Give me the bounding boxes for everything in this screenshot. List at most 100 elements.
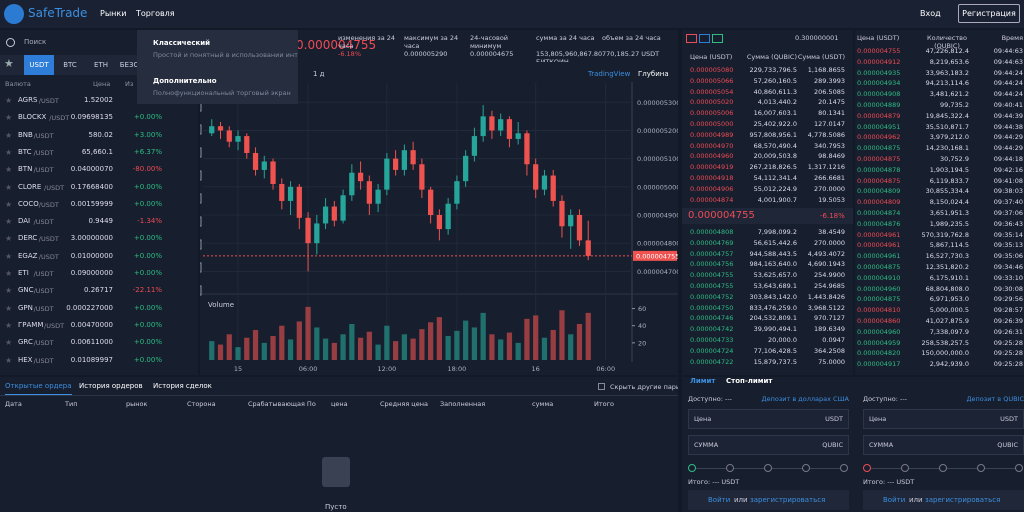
submit-button[interactable] xyxy=(688,490,849,510)
menu-title[interactable]: Классический xyxy=(153,39,211,47)
nav-link[interactable]: Рынки xyxy=(100,9,127,18)
interval[interactable]: 1 д xyxy=(313,70,325,78)
candle-body xyxy=(235,136,241,142)
quote: /USDT xyxy=(33,148,54,157)
volume-bar xyxy=(559,310,565,360)
trade-cell: 3,481,621.2 xyxy=(929,90,969,99)
navbar: SafeTrade Рынки Торговля Вход Регистраци… xyxy=(0,0,1024,28)
candle-body xyxy=(568,215,574,227)
y-tick-label: 0.000005100 xyxy=(637,155,678,163)
quote: /USDT xyxy=(33,287,54,296)
book-cell: 984,163,640.0 xyxy=(749,260,797,269)
quote: /USDT xyxy=(38,235,59,244)
star: ★ xyxy=(5,96,13,105)
volume-bar xyxy=(410,338,416,360)
trade-cell: 09:44:29 xyxy=(993,144,1023,153)
market-tab[interactable]: USDT xyxy=(24,55,54,75)
signup-link: зарегистрироваться xyxy=(925,496,1001,504)
tool-icon xyxy=(200,170,202,181)
star: ★ xyxy=(5,234,13,244)
trade-cell: 09:44:63 xyxy=(993,47,1023,55)
star: ★ xyxy=(5,303,13,313)
volume-bar xyxy=(471,327,478,360)
book-cell: 0.000004960 xyxy=(690,152,734,161)
market-tab[interactable]: BTC xyxy=(63,61,77,69)
quote: /USDT xyxy=(33,166,54,175)
stat-label: 24-часовой минимум xyxy=(470,34,509,50)
login-link: Войти xyxy=(708,496,731,504)
book-cell: 16,007,603.1 xyxy=(753,109,797,118)
candle-body xyxy=(331,206,337,221)
quote: /USDT xyxy=(33,339,54,348)
market-tab[interactable]: ETH xyxy=(94,61,108,69)
book-cell: 0.000005006 xyxy=(690,109,734,118)
trade-cell: 0.000004879 xyxy=(857,111,901,120)
divider xyxy=(0,395,678,396)
candle-body xyxy=(349,172,355,196)
form-tab[interactable]: Лимит xyxy=(690,377,716,385)
volume-bar xyxy=(489,334,495,360)
stat-label: объем за 24 часа xyxy=(602,34,661,42)
trade-cell: 30,752.9 xyxy=(940,155,969,163)
register-button[interactable]: Регистрация xyxy=(958,4,1020,23)
candle-body xyxy=(401,150,407,170)
candle-body xyxy=(279,184,285,201)
trade-cell: 0.000004912 xyxy=(857,57,901,66)
orders-tab[interactable]: История ордеров xyxy=(79,382,143,390)
orders-tab[interactable]: Открытые ордера xyxy=(5,382,72,395)
book-cell: 364.2508 xyxy=(813,346,845,355)
candle-body xyxy=(436,215,443,230)
depth-tab[interactable]: Глубина xyxy=(638,70,669,78)
tool-icon xyxy=(200,101,202,112)
book-cell: 0.000004757 xyxy=(690,249,734,258)
trade-cell: 09:25:28 xyxy=(993,349,1023,358)
login[interactable]: Вход xyxy=(920,9,941,18)
volume-bar xyxy=(576,324,583,360)
orders-tab[interactable]: История сделок xyxy=(153,382,212,390)
total: Итого: --- USDT xyxy=(688,478,740,486)
volume-bar xyxy=(436,317,443,360)
candle-body xyxy=(296,186,302,218)
slider-dot xyxy=(901,464,909,472)
menu-title[interactable]: Дополнительно xyxy=(153,77,217,85)
form-tab[interactable]: Стоп-лимит xyxy=(726,377,773,385)
candle-body xyxy=(576,215,583,241)
book-cell: 15,879,737.5 xyxy=(753,357,797,366)
trade-cell: 0.000004875 xyxy=(857,295,901,304)
available: Доступно: --- xyxy=(688,395,733,403)
volume-bar xyxy=(506,332,513,360)
market-tab[interactable]: БЕЗОП xyxy=(119,61,145,69)
price: 65,660.1 xyxy=(81,147,113,156)
input[interactable] xyxy=(688,409,849,429)
book-cell: 39,990,494.1 xyxy=(753,325,797,334)
trade-cell: 0.000004934 xyxy=(857,79,901,88)
trade-cell: 3,651,951.3 xyxy=(929,209,969,217)
trade-cell: 0.000004820 xyxy=(857,349,901,358)
volume-bar xyxy=(209,341,215,360)
submit-button[interactable] xyxy=(863,490,1024,510)
quote: /USDT xyxy=(33,270,54,278)
deposit-link[interactable]: Депозит в долларах США xyxy=(761,395,849,403)
tradingview-tab[interactable]: TradingView xyxy=(588,70,631,78)
deposit-link[interactable]: Депозит в QUBIC xyxy=(966,395,1024,403)
input[interactable] xyxy=(688,435,849,455)
candle-body xyxy=(384,158,390,190)
column-header: Сумма (QUBIC) xyxy=(746,53,797,61)
volume-bar xyxy=(340,334,346,360)
candle-body xyxy=(252,153,259,170)
book-cell: 0.000004733 xyxy=(690,336,734,344)
nav-link[interactable]: Торговля xyxy=(136,9,175,18)
star: ★ xyxy=(5,147,13,157)
symbol: BNB xyxy=(18,130,33,139)
x-tick-label: 18:00 xyxy=(448,365,467,373)
logo[interactable]: SafeTrade xyxy=(28,6,88,20)
book-cell: 0.000004989 xyxy=(690,130,734,139)
candle-body xyxy=(261,161,267,170)
trade-cell: 8,150,024.4 xyxy=(929,198,969,207)
star: ★ xyxy=(5,113,13,123)
book-cell: 0.000004970 xyxy=(690,141,734,150)
change: +0.00% xyxy=(133,234,162,243)
candle-body xyxy=(305,217,311,244)
y-tick-label: 0.000005000 xyxy=(637,183,678,191)
trades: Цена (USDT) Количество (QUBIC) Время 0.0000… xyxy=(855,30,1024,375)
